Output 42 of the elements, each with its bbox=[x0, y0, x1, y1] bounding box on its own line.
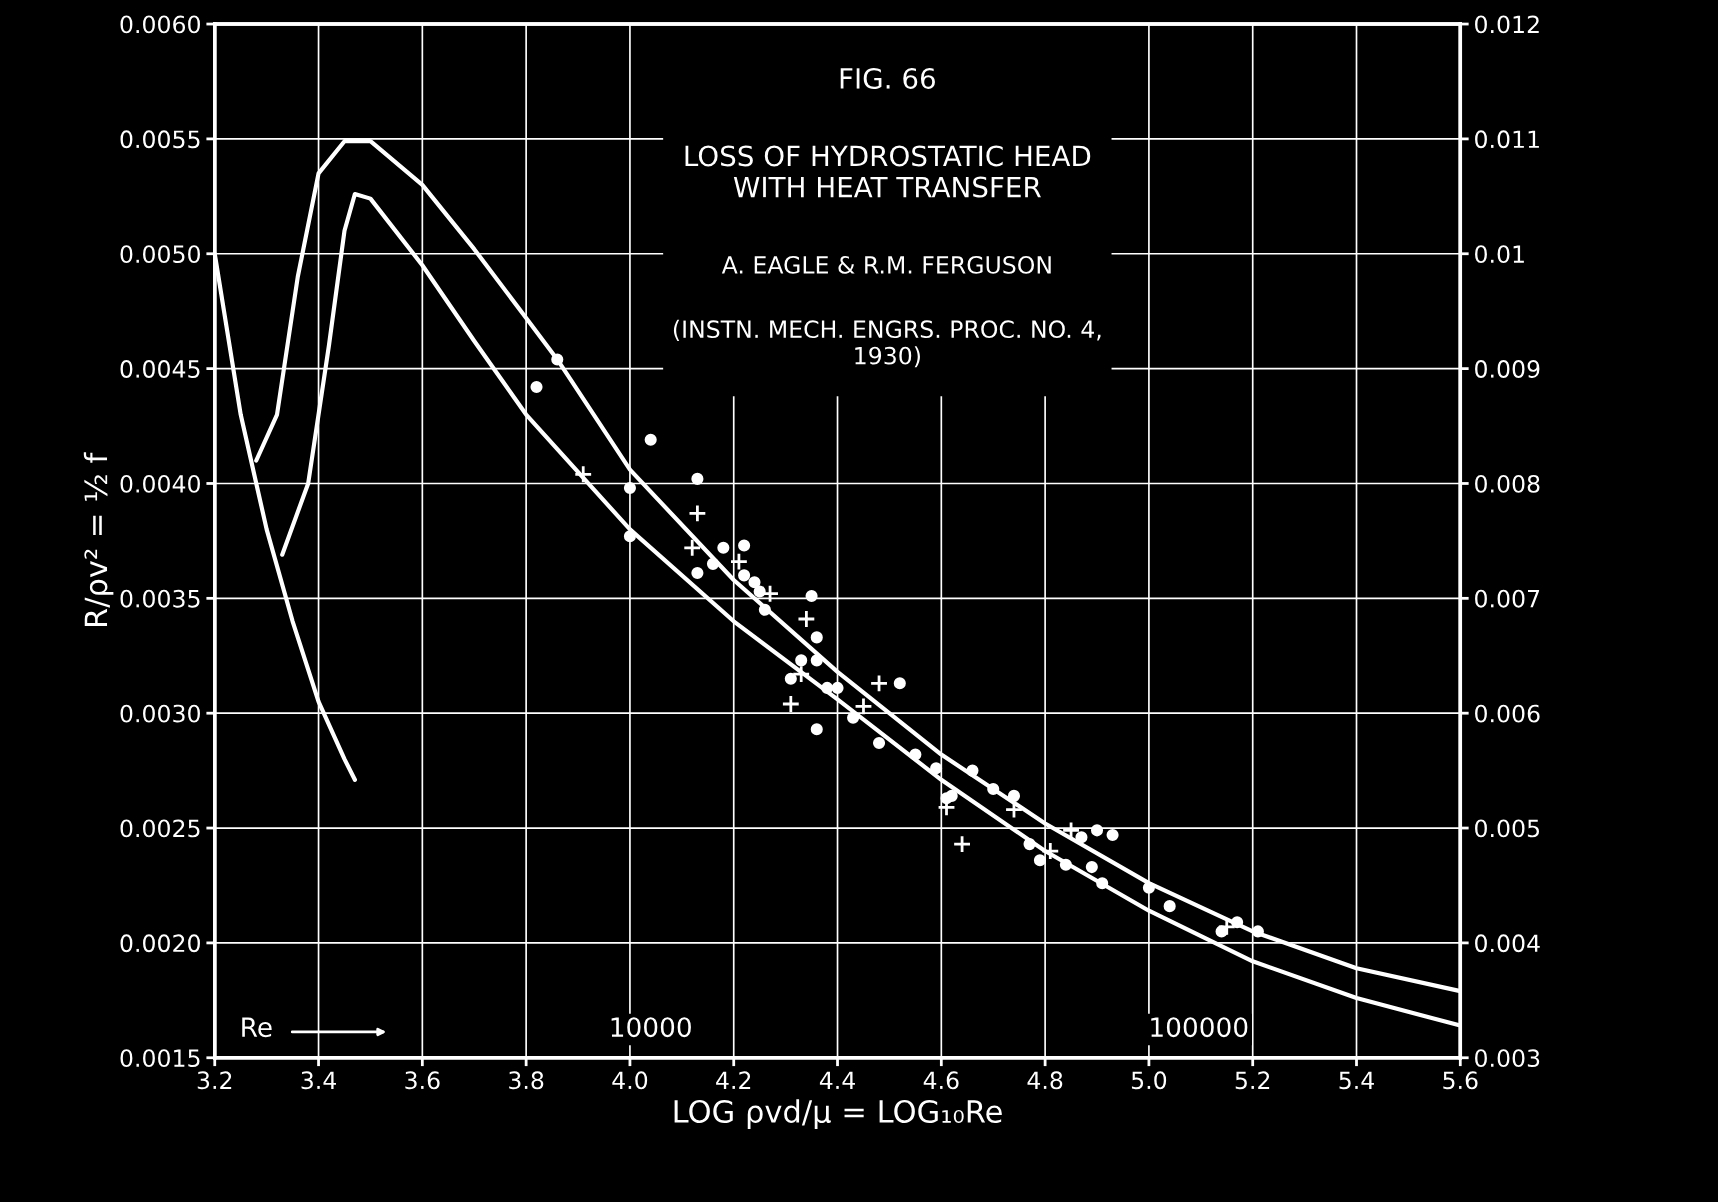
text: LOSS OF HYDROSTATIC HEAD WITH HEAT TRANSFER bbox=[685, 145, 1091, 198]
y-tick-label: 0.0055 bbox=[120, 130, 200, 149]
x-axis-title: LOG ρvd/μ = LOG₁₀Re bbox=[674, 1099, 1002, 1129]
annotation: (INSTN. MECH. ENGRS. PROC. NO. 4, 1930) bbox=[673, 319, 1101, 368]
y2-tick-label: 0.003 bbox=[1475, 1049, 1540, 1068]
y-tick-label: 0.0035 bbox=[120, 589, 200, 608]
y-axis-title: R/ρv² = ½ f bbox=[83, 452, 114, 627]
y2-tick-label: 0.012 bbox=[1475, 15, 1539, 34]
y2-tick-label: 0.005 bbox=[1475, 819, 1540, 838]
x-tick-label: 3.2 bbox=[197, 1071, 232, 1090]
annotation: Re bbox=[242, 1017, 272, 1038]
y2-tick-label: 0.006 bbox=[1475, 704, 1540, 723]
y-tick-label: 0.0025 bbox=[120, 819, 200, 838]
x-tick-label: 5.4 bbox=[1339, 1071, 1374, 1090]
x-tick-label: 4.2 bbox=[716, 1071, 751, 1089]
x-tick-label: 3.4 bbox=[301, 1071, 336, 1090]
x-tick-label: 3.8 bbox=[509, 1071, 544, 1090]
x-tick-label: 4.6 bbox=[923, 1071, 959, 1090]
y-tick-label: 0.0030 bbox=[120, 704, 200, 723]
y2-tick-label: 0.004 bbox=[1475, 934, 1540, 953]
annotation: A. EAGLE & R.M. FERGUSON bbox=[721, 255, 1051, 274]
y-tick-label: 0.0045 bbox=[120, 360, 200, 378]
y2-tick-label: 0.01 bbox=[1475, 245, 1524, 264]
x-tick-label: 4.8 bbox=[1027, 1071, 1063, 1090]
y-tick-label: 0.0015 bbox=[120, 1049, 200, 1068]
annotation: 10000 bbox=[611, 1017, 691, 1038]
x-tick-label: 5.0 bbox=[1131, 1071, 1167, 1090]
x-tick-label: 3.6 bbox=[405, 1071, 440, 1090]
x-tick-label: 4.0 bbox=[612, 1071, 648, 1090]
y-tick-label: 0.0050 bbox=[120, 245, 200, 264]
y2-tick-label: 0.009 bbox=[1475, 360, 1540, 378]
y-tick-label: 0.0040 bbox=[120, 474, 200, 493]
y2-tick-label: 0.011 bbox=[1475, 130, 1539, 149]
y-tick-label: 0.0020 bbox=[120, 934, 200, 953]
annotation: 100000 bbox=[1151, 1017, 1248, 1038]
x-tick-label: 5.6 bbox=[1443, 1071, 1478, 1090]
y2-tick-label: 0.008 bbox=[1475, 474, 1540, 493]
x-tick-label: 5.2 bbox=[1235, 1071, 1270, 1090]
y-tick-label: 0.0060 bbox=[120, 15, 200, 34]
text: FIG. 66 bbox=[840, 67, 935, 89]
x-tick-label: 4.4 bbox=[819, 1071, 855, 1089]
y2-tick-label: 0.007 bbox=[1475, 589, 1540, 608]
